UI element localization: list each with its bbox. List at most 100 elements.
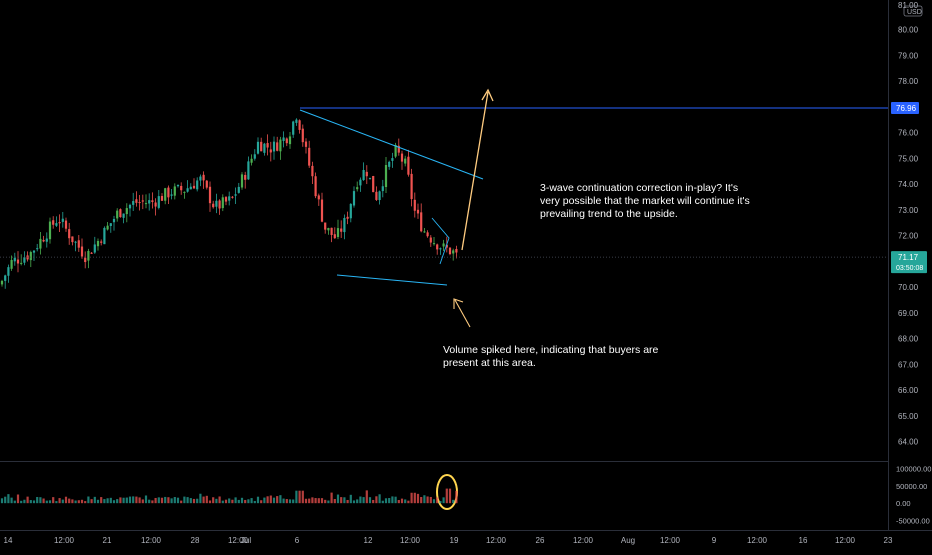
volume-bar xyxy=(100,497,103,504)
price-tick-label: 76.00 xyxy=(898,129,919,138)
lower-trendline xyxy=(336,274,448,286)
volume-bar xyxy=(317,498,320,504)
candle-body xyxy=(164,188,167,201)
volume-bar xyxy=(269,495,272,504)
volume-bar xyxy=(167,497,170,504)
volume-bar xyxy=(202,496,205,504)
candle-body xyxy=(100,241,103,243)
volume-bar xyxy=(45,500,48,504)
price-tick-label: 66.00 xyxy=(898,386,919,395)
volume-bar xyxy=(298,490,301,504)
candle-body xyxy=(327,227,330,231)
volume-bar xyxy=(74,500,77,504)
time-tick-label: 12:00 xyxy=(660,536,681,545)
candle-body xyxy=(253,154,256,159)
candle-body xyxy=(378,191,381,201)
volume-bar xyxy=(282,498,285,504)
price-tick-label: 69.00 xyxy=(898,309,919,318)
volume-bar xyxy=(119,497,122,504)
volume-bar xyxy=(228,498,231,504)
volume-bar xyxy=(240,497,244,504)
candle-body xyxy=(141,200,144,202)
volume-bar xyxy=(253,500,256,504)
volume-tick-label: 50000.00 xyxy=(896,482,927,491)
price-tick-label: 68.00 xyxy=(898,335,919,344)
volume-bar xyxy=(378,494,381,504)
volume-bar xyxy=(413,492,416,504)
volume-bar xyxy=(71,499,74,504)
time-tick-label: 12:00 xyxy=(54,536,75,545)
volume-bar xyxy=(0,498,4,504)
volume-bar xyxy=(61,499,64,504)
price-axis: 80.0079.0078.0077.0076.0075.0074.0073.00… xyxy=(898,1,923,447)
candle-body xyxy=(407,156,410,175)
volume-bar xyxy=(237,499,240,504)
time-tick-label: 26 xyxy=(536,536,545,545)
time-tick-label: 9 xyxy=(712,536,717,545)
candle-body xyxy=(285,138,288,144)
volume-bar xyxy=(432,499,436,504)
volume-bar xyxy=(164,496,167,504)
volume-bar xyxy=(80,499,84,504)
volume-bar xyxy=(288,499,292,504)
volume-bar xyxy=(336,494,340,504)
candle-body xyxy=(224,197,228,202)
time-tick-label: 6 xyxy=(295,536,300,545)
volume-bar xyxy=(90,499,93,504)
candle-body xyxy=(452,250,455,254)
candle-body xyxy=(170,194,173,196)
candle-body xyxy=(231,196,234,198)
candle-body xyxy=(330,227,333,235)
volume-bar xyxy=(263,497,266,504)
candle-body xyxy=(260,141,263,152)
candle-body xyxy=(247,161,250,180)
candle-body xyxy=(157,196,160,208)
time-tick-label: 14 xyxy=(4,536,13,545)
candle-body xyxy=(324,222,327,230)
candle-body xyxy=(308,147,311,166)
volume-bar xyxy=(420,496,423,504)
candle-body xyxy=(87,250,90,261)
volume-bar xyxy=(301,490,304,504)
time-tick-label: 16 xyxy=(799,536,808,545)
candle-body xyxy=(426,232,429,237)
volume-bar xyxy=(170,498,173,504)
candle-body xyxy=(336,228,340,238)
candle-body xyxy=(359,179,362,186)
candle-body xyxy=(160,196,164,201)
volume-tick-label: 0.00 xyxy=(896,499,911,508)
volume-bar xyxy=(116,499,119,504)
current-price-badge xyxy=(891,251,927,274)
candle-body xyxy=(333,234,336,239)
volume-bar xyxy=(77,500,80,504)
volume-bar xyxy=(215,498,218,504)
volume-bar xyxy=(292,499,295,504)
candle-body xyxy=(304,141,308,147)
volume-bar xyxy=(26,496,29,504)
volume-bar xyxy=(330,492,333,504)
candle-body xyxy=(295,119,298,123)
volume-tick-label: -50000.00 xyxy=(896,517,930,526)
candle-body xyxy=(320,199,324,222)
price-tick-label: 64.00 xyxy=(898,438,919,447)
volume-bar xyxy=(327,500,330,504)
candle-body xyxy=(119,209,122,218)
candle-body xyxy=(196,180,199,190)
candle-body xyxy=(346,216,349,219)
candle-body xyxy=(77,240,80,248)
candle-body xyxy=(128,204,132,209)
candle-body xyxy=(122,213,125,218)
volume-bar xyxy=(141,499,144,504)
volume-bar xyxy=(352,500,356,504)
time-tick-label: 12:00 xyxy=(228,536,249,545)
volume-bar xyxy=(13,500,16,504)
volume-bar xyxy=(103,499,106,504)
price-tick-label: 78.00 xyxy=(898,77,919,86)
price-tick-label: 73.00 xyxy=(898,206,919,215)
volume-bar xyxy=(218,496,221,504)
volume-bar xyxy=(356,499,359,504)
volume-bar xyxy=(308,498,311,504)
candle-body xyxy=(132,201,135,205)
